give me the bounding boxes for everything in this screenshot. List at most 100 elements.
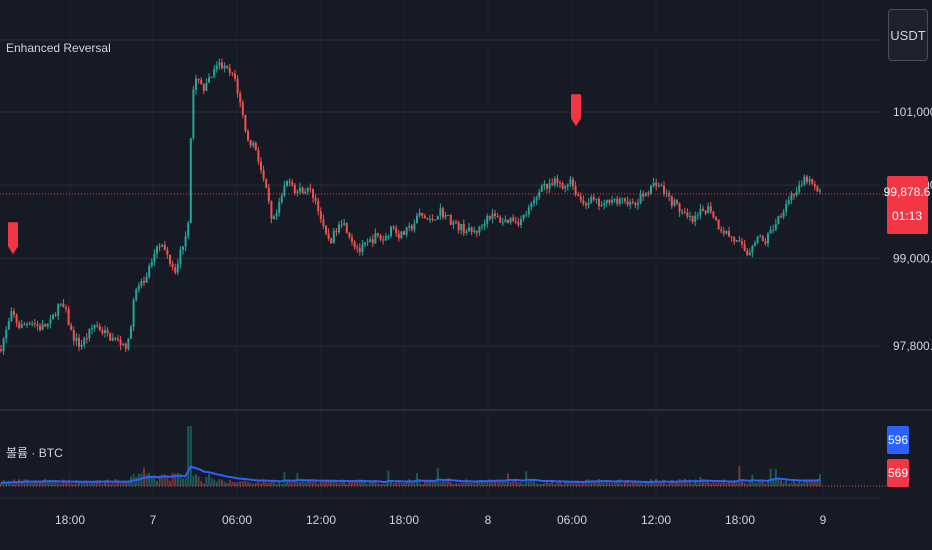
volume-bar (197, 476, 200, 486)
volume-bar (67, 480, 70, 486)
candle-body (197, 78, 200, 80)
volume-bar (202, 483, 205, 486)
candle-body (590, 197, 593, 203)
candle-body (488, 215, 491, 219)
candle-body (215, 65, 218, 70)
candle-body (670, 196, 673, 206)
candle-body (725, 231, 728, 234)
candle-body (626, 201, 629, 205)
volume-bar (527, 481, 530, 486)
candle-body (808, 179, 811, 182)
volume-bar (187, 426, 190, 486)
candle-body (691, 215, 694, 222)
volume-bar (10, 481, 13, 486)
volume-bar (65, 482, 67, 486)
candle-body (418, 212, 421, 216)
candle-body (52, 314, 54, 320)
candle-body (88, 329, 91, 339)
y-tick-label: 97,800.0 (893, 339, 932, 353)
volume-bar (720, 483, 723, 486)
candle-body (104, 330, 106, 334)
candle-body (400, 231, 403, 239)
candle-body (689, 215, 691, 217)
volume-bar (772, 479, 775, 486)
candle-body (702, 208, 704, 211)
candle-body (174, 267, 177, 273)
volume-bar (728, 481, 730, 486)
volume-bar (475, 480, 478, 486)
candle-body (735, 240, 738, 242)
candle-body (769, 229, 772, 234)
volume-bar (704, 480, 707, 486)
volume-bar (590, 481, 593, 486)
candle-body (587, 202, 590, 206)
candle-body (800, 184, 803, 186)
volume-bar (637, 482, 639, 486)
candle-body (665, 192, 668, 194)
candle-body (7, 321, 10, 330)
volume-bar (569, 482, 572, 486)
volume-bar (616, 479, 619, 486)
volume-bar (195, 474, 197, 486)
candle-body (668, 192, 671, 197)
volume-bar (397, 480, 400, 486)
volume-bar (215, 481, 218, 486)
volume-bar (608, 481, 611, 486)
volume-bar (418, 480, 421, 486)
volume-bar (231, 481, 234, 486)
volume-bar (182, 478, 184, 486)
candle-body (403, 231, 405, 235)
candle-body (145, 276, 148, 283)
candle-body (195, 78, 197, 90)
candle-body (608, 199, 611, 203)
volume-bar (530, 479, 533, 486)
volume-bar (348, 480, 351, 486)
volume-bar (533, 479, 535, 486)
candle-body (114, 338, 117, 340)
currency-button[interactable]: USDT (888, 9, 928, 61)
x-tick-label: 7 (150, 513, 157, 527)
volume-bar (312, 481, 314, 486)
volume-bar (668, 483, 671, 486)
volume-bar (345, 483, 348, 486)
candle-body (657, 185, 660, 187)
volume-bar (124, 481, 127, 486)
volume-bar (806, 479, 808, 486)
candle-body (200, 79, 203, 85)
volume-bar (496, 479, 499, 486)
candle-body (652, 182, 655, 186)
volume-bar (85, 480, 88, 486)
volume-bar (353, 481, 356, 486)
candle-body (62, 303, 65, 308)
candle-body (780, 216, 782, 218)
candle-body (262, 170, 265, 179)
volume-bar (286, 481, 288, 486)
candle-body (273, 216, 275, 220)
volume-bar (621, 483, 624, 486)
candle-body (166, 249, 169, 255)
candle-body (486, 215, 489, 224)
volume-bar (553, 483, 556, 486)
candle-body (413, 223, 416, 230)
candle-body (559, 182, 561, 184)
volume-bar (135, 476, 138, 486)
candle-body (683, 211, 686, 213)
volume-bar (676, 481, 678, 486)
candle-body (247, 131, 249, 140)
volume-bar (689, 479, 691, 486)
volume-bar (499, 479, 502, 486)
volume-bar (618, 479, 621, 486)
volume-bar (457, 483, 460, 486)
volume-bar (244, 480, 247, 486)
volume-bar (455, 482, 457, 486)
candle-body (564, 186, 567, 189)
candle-body (278, 202, 281, 214)
candle-body (741, 241, 743, 245)
volume-bar (384, 483, 387, 486)
volume-bar (665, 483, 668, 486)
volume-bar (221, 479, 223, 486)
candle-body (426, 217, 429, 220)
volume-bar (800, 483, 803, 486)
candle-body (470, 227, 473, 233)
